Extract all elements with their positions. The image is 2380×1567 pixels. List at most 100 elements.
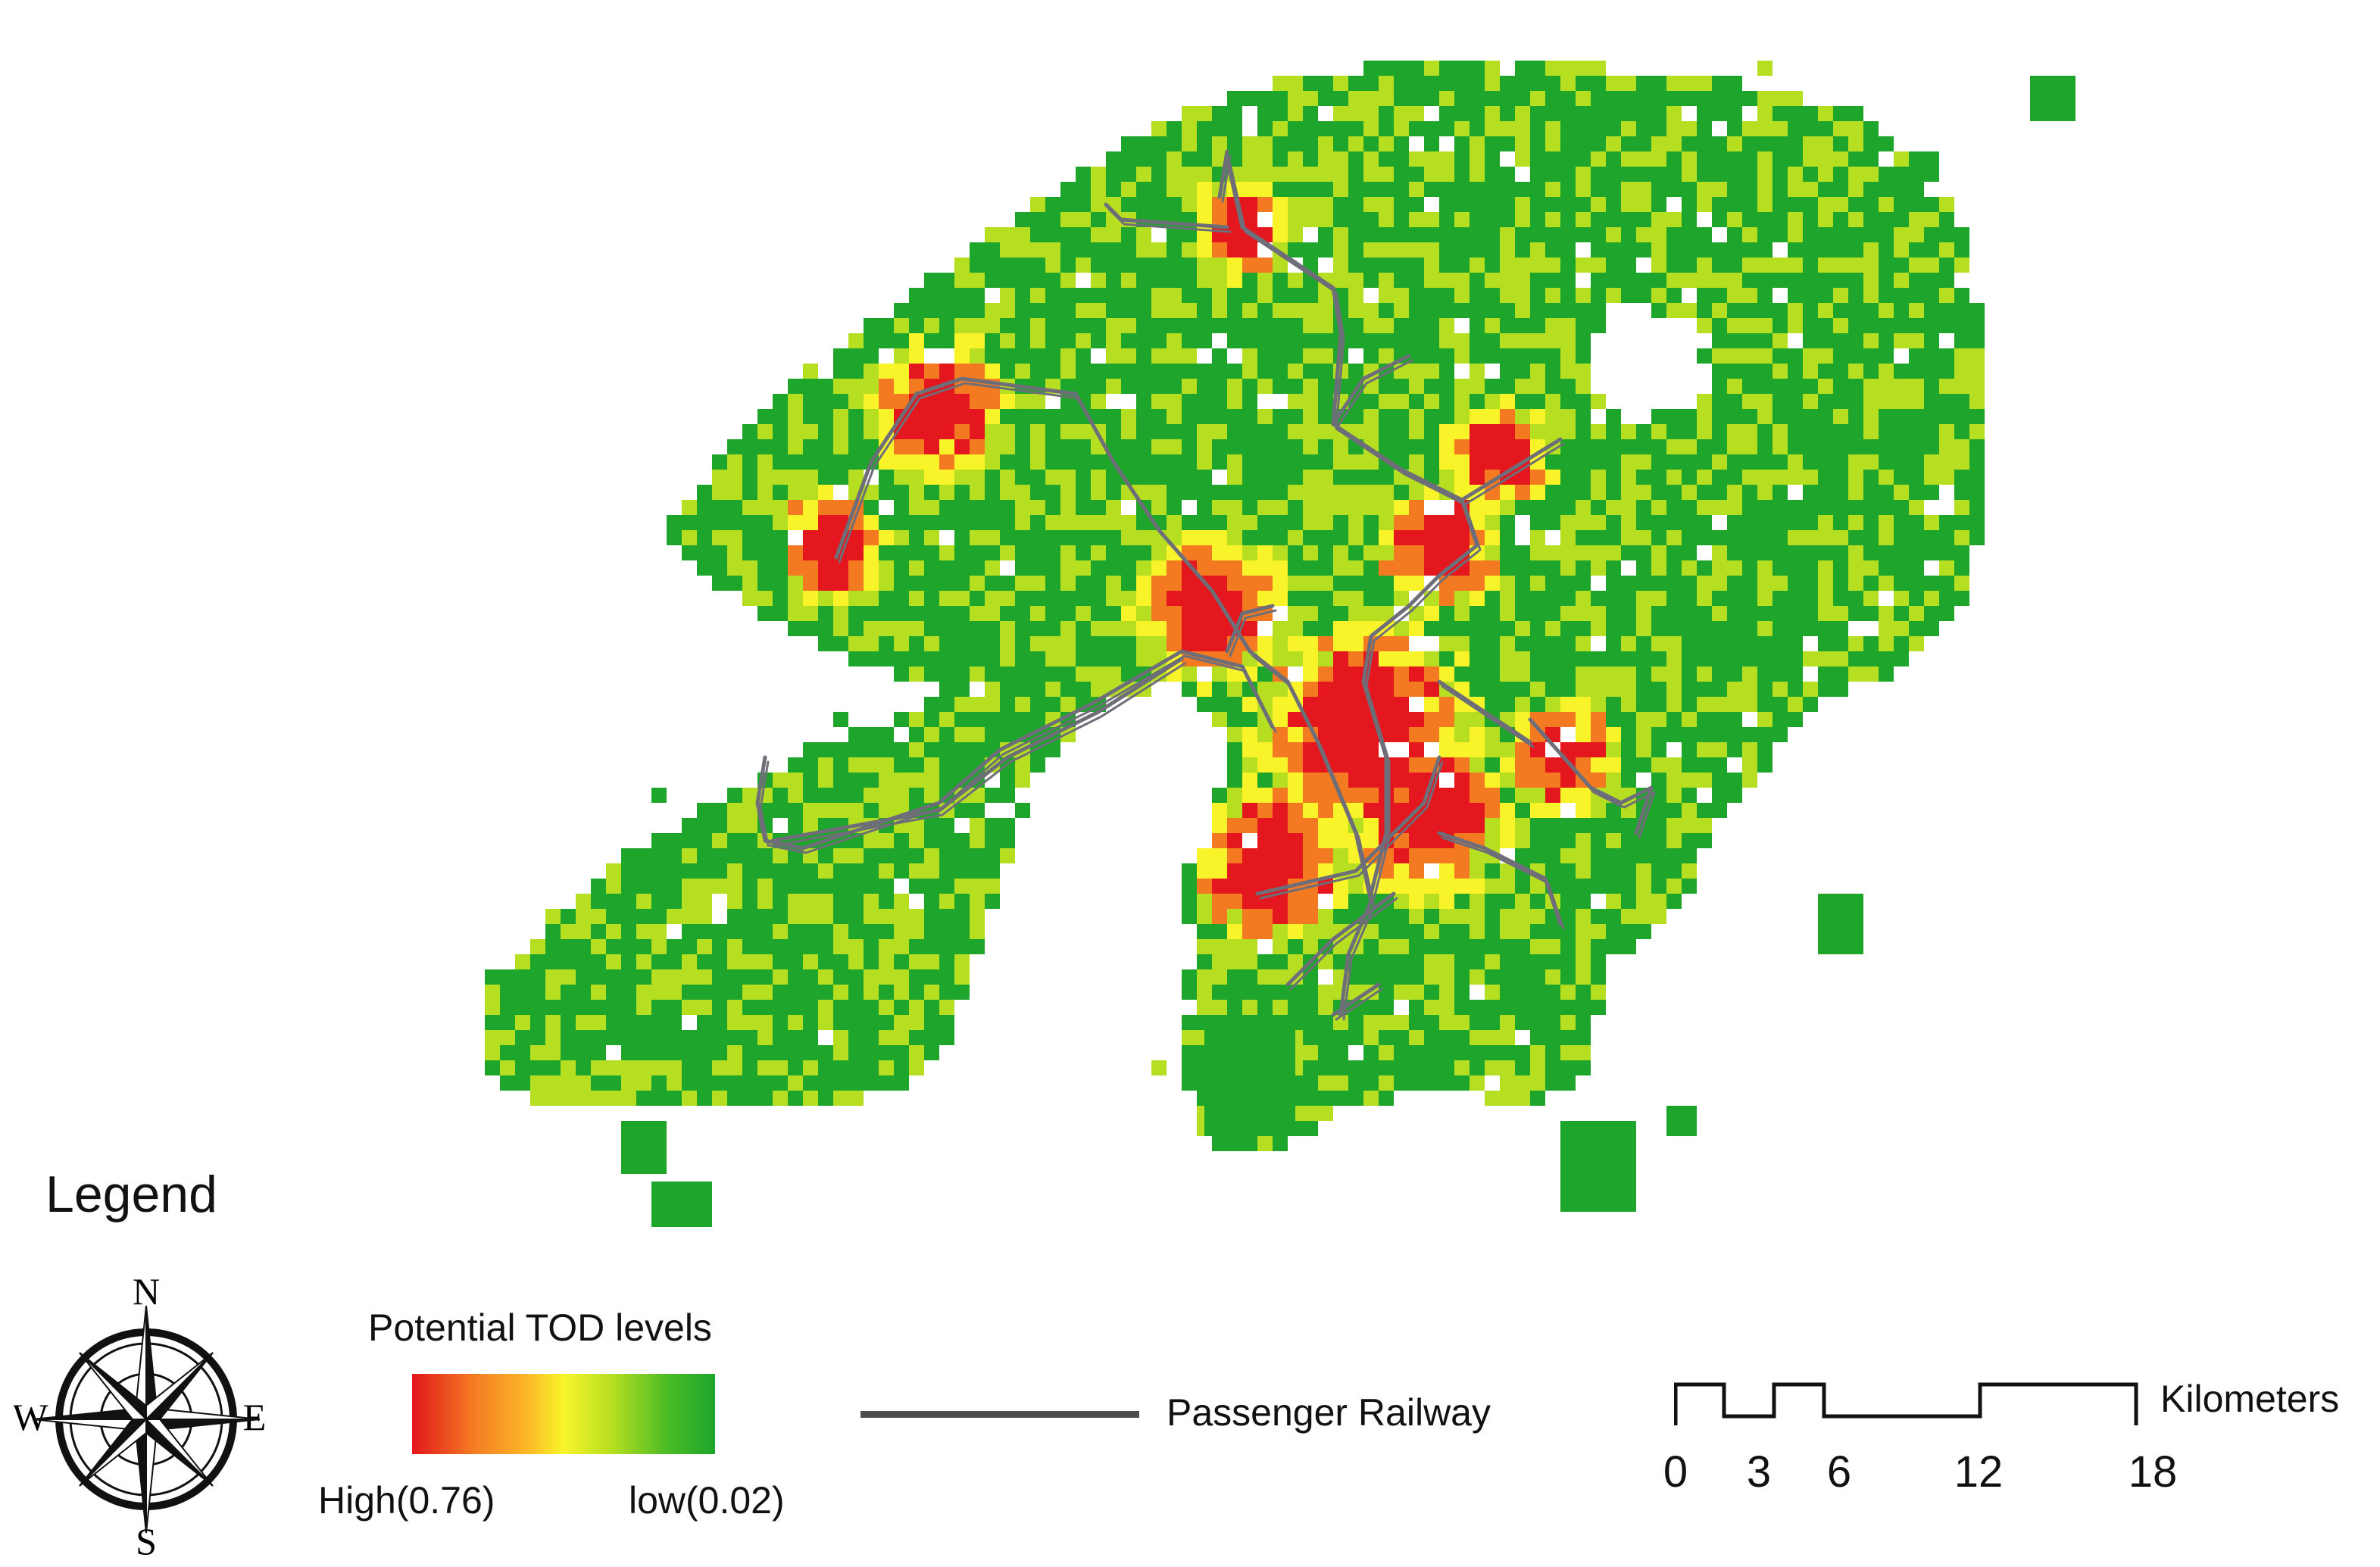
tod-grid-cell [1076, 242, 1091, 258]
tod-grid-cell [1348, 91, 1363, 106]
tod-grid-cell [864, 879, 879, 894]
tod-grid-cell [1091, 212, 1106, 227]
tod-grid-cell [1727, 348, 1742, 364]
tod-grid-cell [1106, 439, 1121, 454]
tod-grid-cell [1848, 576, 1863, 591]
tod-grid-cell [1015, 576, 1030, 591]
tod-grid-cell [1651, 500, 1666, 515]
tod-grid-cell [1167, 364, 1182, 379]
tod-grid-cell [1242, 167, 1257, 182]
tod-grid-cell [894, 621, 909, 636]
tod-grid-cell [1318, 121, 1333, 136]
tod-grid-cell [1773, 197, 1788, 212]
tod-grid-cell [1757, 757, 1773, 773]
tod-grid-cell [1394, 394, 1409, 409]
tod-grid-cell [1091, 333, 1106, 348]
tod-grid-cell [1924, 621, 1939, 636]
tod-grid-cell [1454, 939, 1470, 954]
tod-grid-cell [924, 576, 939, 591]
tod-grid-cell [727, 1000, 742, 1015]
tod-grid-cell [1773, 151, 1788, 167]
tod-grid-cell [1833, 606, 1848, 621]
tod-grid-cell [833, 1060, 848, 1075]
tod-grid-cell [561, 924, 576, 939]
tod-grid-cell [1303, 303, 1318, 318]
tod-grid-cell [1818, 515, 1833, 530]
tod-grid-cell [1242, 1000, 1257, 1015]
tod-grid-cell [1757, 560, 1773, 576]
tod-grid-cell [757, 1030, 773, 1045]
tod-grid-cell [1500, 212, 1515, 227]
tod-grid-cell [1348, 333, 1363, 348]
tod-grid-cell [818, 939, 833, 954]
tod-grid-cell [1197, 136, 1212, 151]
tod-grid-cell [1212, 560, 1227, 576]
tod-grid-cell [1333, 530, 1348, 545]
tod-grid-cell [1273, 76, 1288, 91]
tod-grid-cell [1576, 424, 1591, 439]
tod-grid-cell [1530, 1015, 1545, 1030]
tod-grid-cell [1803, 621, 1818, 636]
tod-grid-cell [1576, 697, 1591, 712]
tod-grid-cell [1545, 348, 1560, 364]
tod-grid-cell [1651, 530, 1666, 545]
tod-grid-cell [1560, 288, 1576, 303]
tod-grid-cell [712, 500, 727, 515]
tod-grid-cell [1091, 288, 1106, 303]
tod-grid-cell [591, 1060, 606, 1075]
tod-grid-cell [1894, 485, 1909, 500]
tod-grid-cell [606, 1015, 621, 1030]
tod-grid-cell [1515, 576, 1530, 591]
tod-grid-cell [1591, 470, 1606, 485]
tod-grid-cell [1485, 818, 1500, 833]
tod-grid-cell [742, 470, 757, 485]
tod-grid-cell [848, 530, 864, 545]
tod-grid-cell [1182, 227, 1197, 242]
tod-grid-cell [1485, 182, 1500, 197]
tod-grid-cell [1333, 727, 1348, 742]
tod-grid-cell [1485, 939, 1500, 954]
tod-grid-cell [909, 560, 924, 576]
tod-grid-cell [1227, 939, 1242, 954]
tod-grid-cell [1606, 500, 1621, 515]
tod-grid-cell [1894, 409, 1909, 424]
tod-grid-cell [788, 939, 803, 954]
tod-grid-cell [1560, 197, 1576, 212]
tod-grid-cell [1606, 591, 1621, 606]
tod-grid-cell [1712, 409, 1727, 424]
tod-grid-cell [1560, 879, 1576, 894]
tod-grid-cell [1030, 485, 1045, 500]
tod-grid-cell [1091, 666, 1106, 682]
tod-grid-cell [1848, 379, 1863, 394]
tod-grid-cell [1288, 606, 1303, 621]
tod-grid-cell [1409, 545, 1424, 560]
tod-grid-cell [561, 1091, 576, 1106]
tod-grid-cell [530, 1015, 545, 1030]
tod-grid-cell [1303, 863, 1318, 879]
tod-grid-cell [788, 500, 803, 515]
tod-grid-cell [1439, 621, 1454, 636]
tod-grid-cell [1939, 409, 1954, 424]
tod-grid-cell [833, 924, 848, 939]
tod-grid-cell [1273, 348, 1288, 364]
tod-grid-cell [1409, 818, 1424, 833]
tod-grid-cell [954, 621, 970, 636]
tod-grid-cell [1833, 318, 1848, 333]
tod-grid-cell [757, 560, 773, 576]
tod-grid-cell [818, 470, 833, 485]
tod-grid-cell [954, 697, 970, 712]
tod-grid-cell [1636, 167, 1651, 182]
tod-grid-cell [1106, 560, 1121, 576]
tod-grid-cell [1288, 227, 1303, 242]
tod-grid-cell [1394, 727, 1409, 742]
tod-grid-cell [1273, 515, 1288, 530]
tod-grid-cell [1939, 576, 1954, 591]
tod-grid-cell [1621, 242, 1636, 258]
tod-grid-cell [1303, 773, 1318, 788]
tod-grid-cell [1015, 348, 1030, 364]
tod-grid-cell [924, 712, 939, 727]
tod-grid-cell [1788, 212, 1803, 227]
tod-grid-cell [1318, 924, 1333, 939]
tod-grid-cell [1591, 439, 1606, 454]
